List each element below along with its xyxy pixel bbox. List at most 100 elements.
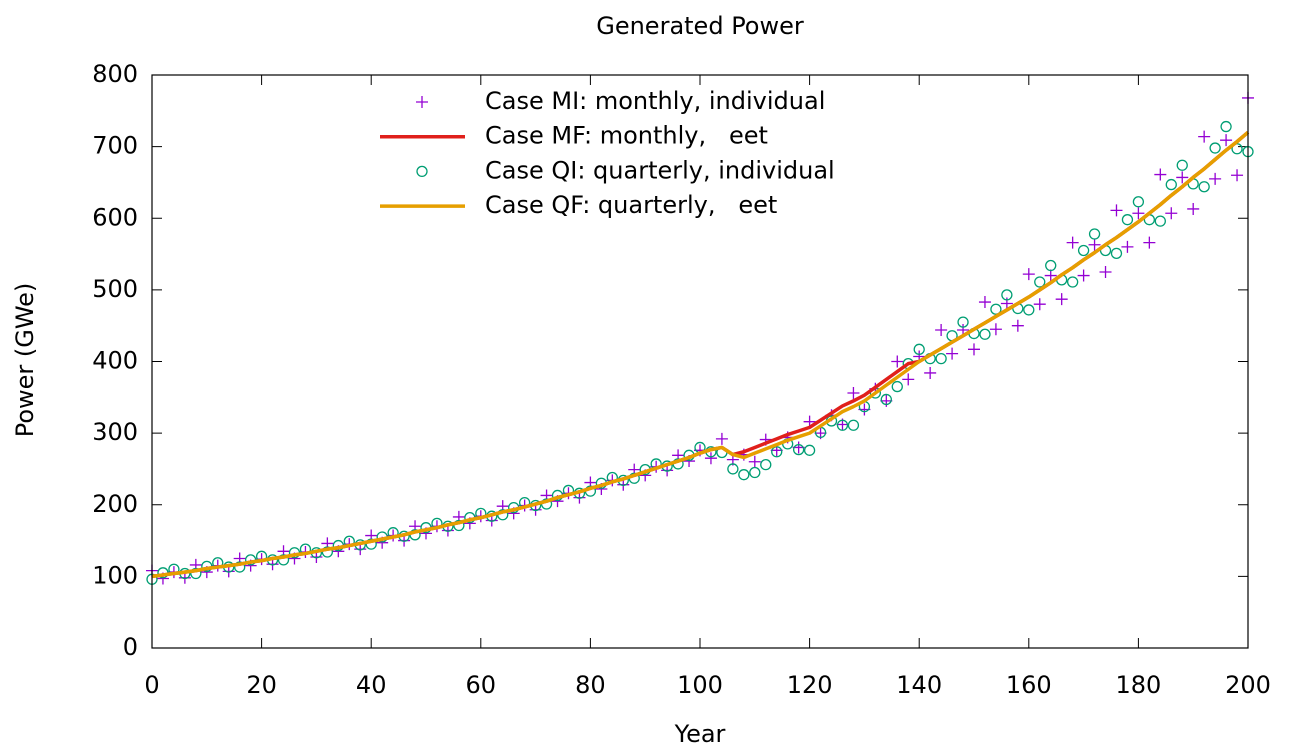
point [935, 352, 947, 365]
point [1022, 268, 1035, 281]
point [1034, 276, 1046, 288]
line [151, 130, 1250, 579]
point [1044, 269, 1057, 282]
y-tick-label: 200 [92, 490, 138, 518]
point [1077, 244, 1090, 257]
point [978, 296, 991, 309]
point [1001, 289, 1013, 301]
point [760, 458, 772, 471]
x-tick-label: 20 [246, 671, 277, 699]
x-tick-label: 160 [1006, 671, 1052, 699]
x-tick-label: 140 [896, 671, 942, 699]
point [1088, 228, 1101, 240]
point [1143, 236, 1156, 249]
y-tick-label: 700 [92, 132, 138, 160]
legend-label: Case MF: monthly, eet [485, 122, 768, 150]
point [935, 323, 948, 336]
y-tick-label: 500 [92, 275, 138, 303]
point [1023, 304, 1035, 316]
point [1220, 120, 1232, 133]
point [1165, 178, 1177, 191]
legend-label: Case QI: quarterly, individual [485, 156, 835, 184]
point [946, 347, 959, 360]
point [1011, 319, 1024, 332]
point [1220, 134, 1233, 147]
x-tick-label: 120 [787, 671, 833, 699]
point [847, 387, 860, 400]
point [1154, 215, 1166, 227]
point [748, 455, 761, 468]
point [234, 561, 246, 573]
point [1209, 172, 1222, 185]
point [704, 452, 717, 465]
point [1176, 159, 1188, 171]
point [891, 380, 903, 393]
plot-area [146, 91, 1254, 585]
point [1055, 293, 1068, 306]
legend-swatch [416, 165, 428, 178]
point [989, 323, 1002, 336]
point [453, 519, 465, 532]
point [1121, 214, 1134, 226]
x-tick-label: 100 [677, 671, 723, 699]
legend-label: Case QF: quarterly, eet [485, 191, 777, 219]
point [771, 446, 783, 458]
point [1099, 265, 1112, 278]
point [891, 355, 904, 368]
point [957, 316, 969, 328]
point [1176, 171, 1189, 184]
point [979, 328, 991, 340]
y-tick-label: 100 [92, 561, 138, 589]
y-tick-label: 300 [92, 418, 138, 446]
point [913, 343, 925, 355]
x-tick-label: 60 [466, 671, 497, 699]
point [924, 366, 937, 379]
y-tick-label: 400 [92, 347, 138, 375]
x-tick-label: 40 [356, 671, 387, 699]
point [1209, 142, 1221, 154]
x-tick-label: 0 [144, 671, 159, 699]
x-tick-label: 200 [1225, 671, 1271, 699]
point [1110, 204, 1123, 217]
point [1066, 236, 1079, 249]
point [1154, 168, 1167, 181]
point [1231, 169, 1244, 182]
point [715, 432, 728, 445]
plot-border [151, 74, 1249, 649]
point [902, 373, 915, 386]
point [1033, 298, 1046, 311]
point [1088, 238, 1101, 251]
point [365, 538, 377, 550]
point [847, 419, 860, 431]
point [1132, 207, 1145, 220]
point [1110, 247, 1123, 259]
legend-label: Case MI: monthly, individual [485, 87, 825, 115]
y-tick-label: 800 [92, 60, 138, 88]
point [738, 469, 750, 481]
point [1198, 130, 1211, 143]
y-tick-label: 600 [92, 203, 138, 231]
x-tick-label: 180 [1115, 671, 1161, 699]
point [1077, 269, 1090, 282]
point [880, 393, 892, 406]
point [190, 567, 202, 580]
x-axis-label: Year [674, 720, 726, 748]
y-axis-label: Power (GWe) [11, 283, 39, 438]
point [1187, 202, 1200, 215]
point [1165, 207, 1178, 220]
point [792, 443, 805, 456]
point [1198, 181, 1210, 193]
point [1045, 259, 1057, 272]
y-tick-label: 0 [123, 633, 138, 661]
point [277, 554, 290, 566]
point [1066, 276, 1079, 288]
point [990, 303, 1002, 315]
point [803, 444, 816, 456]
point [727, 463, 739, 475]
point [836, 419, 849, 431]
point [321, 546, 334, 558]
point [749, 466, 761, 479]
point [1132, 196, 1145, 208]
x-tick-label: 80 [575, 671, 606, 699]
